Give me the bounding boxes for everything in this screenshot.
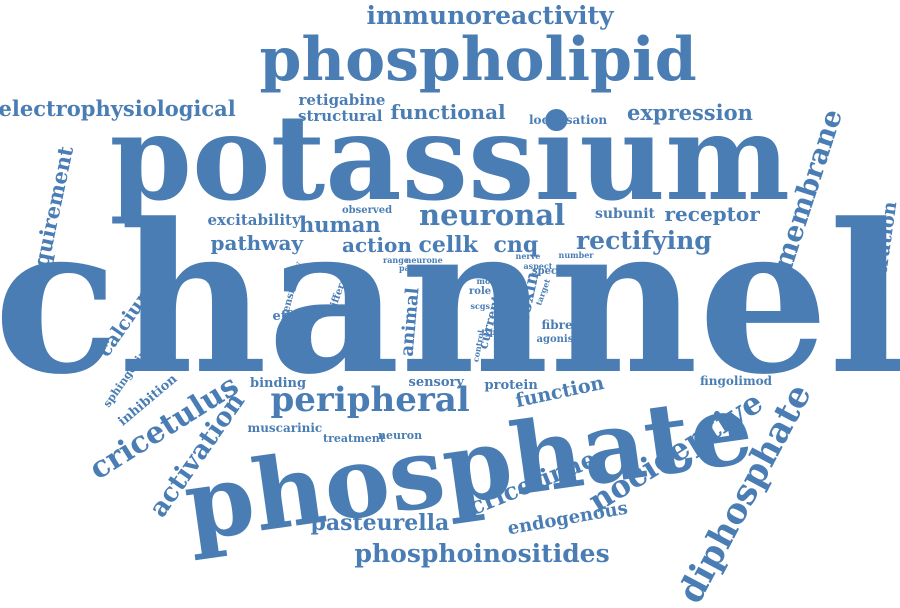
word-channel: channel bbox=[0, 179, 900, 420]
word-phospholipid: phospholipid bbox=[259, 25, 697, 95]
word-electrophysiological: electrophysiological bbox=[0, 95, 236, 121]
word-fingolimod: fingolimod bbox=[700, 374, 773, 388]
word-neuron: neuron bbox=[378, 428, 423, 442]
word-receptor: receptor bbox=[664, 202, 760, 226]
word-muscarinic: muscarinic bbox=[247, 421, 323, 435]
word-neuronal: neuronal bbox=[419, 197, 566, 232]
word-treatment: treatment bbox=[323, 431, 385, 445]
word-effect: effect bbox=[272, 308, 314, 324]
word-action: action bbox=[342, 233, 412, 257]
word-agonist: agonist bbox=[536, 334, 578, 345]
word-fibre: fibre bbox=[541, 318, 573, 332]
word-immunoreactivity: immunoreactivity bbox=[366, 0, 614, 30]
word-pain: pain bbox=[399, 263, 419, 273]
word-human: human bbox=[299, 211, 381, 237]
word-retigabine: retigabine bbox=[298, 90, 386, 109]
word-number: number bbox=[558, 250, 594, 260]
word-pasteurella: pasteurella bbox=[310, 510, 450, 536]
word-aspect: aspect bbox=[523, 261, 553, 271]
word-peripheral: peripheral bbox=[270, 380, 470, 420]
word-range: range bbox=[383, 255, 409, 265]
word-structural: structural bbox=[298, 106, 383, 125]
word-protein: protein bbox=[484, 377, 538, 393]
word-subunit: subunit bbox=[595, 206, 655, 222]
word-sensory: sensory bbox=[408, 374, 464, 390]
word-excitability: excitability bbox=[207, 210, 301, 229]
word-localisation: localisation bbox=[529, 113, 608, 127]
word-cnq: cnq bbox=[493, 232, 539, 258]
word-type: type bbox=[481, 327, 501, 337]
word-specific: specific bbox=[532, 266, 575, 277]
word-role: role bbox=[469, 286, 492, 297]
word-scgs: scgs bbox=[470, 301, 490, 311]
word-cellk: cellk bbox=[418, 232, 478, 258]
word-expression: expression bbox=[627, 99, 753, 125]
word-observed: observed bbox=[342, 205, 393, 216]
word-functional: functional bbox=[390, 100, 506, 124]
word-pathway: pathway bbox=[210, 231, 304, 255]
word-binding: binding bbox=[250, 375, 307, 391]
word-phosphoinositides: phosphoinositides bbox=[354, 538, 610, 568]
word-nerve: nerve bbox=[515, 251, 541, 261]
word-potassium: potassium bbox=[109, 88, 791, 227]
word-more: more bbox=[476, 276, 500, 286]
word-rectifying: rectifying bbox=[576, 225, 712, 255]
word-neurone: neurone bbox=[405, 255, 443, 265]
